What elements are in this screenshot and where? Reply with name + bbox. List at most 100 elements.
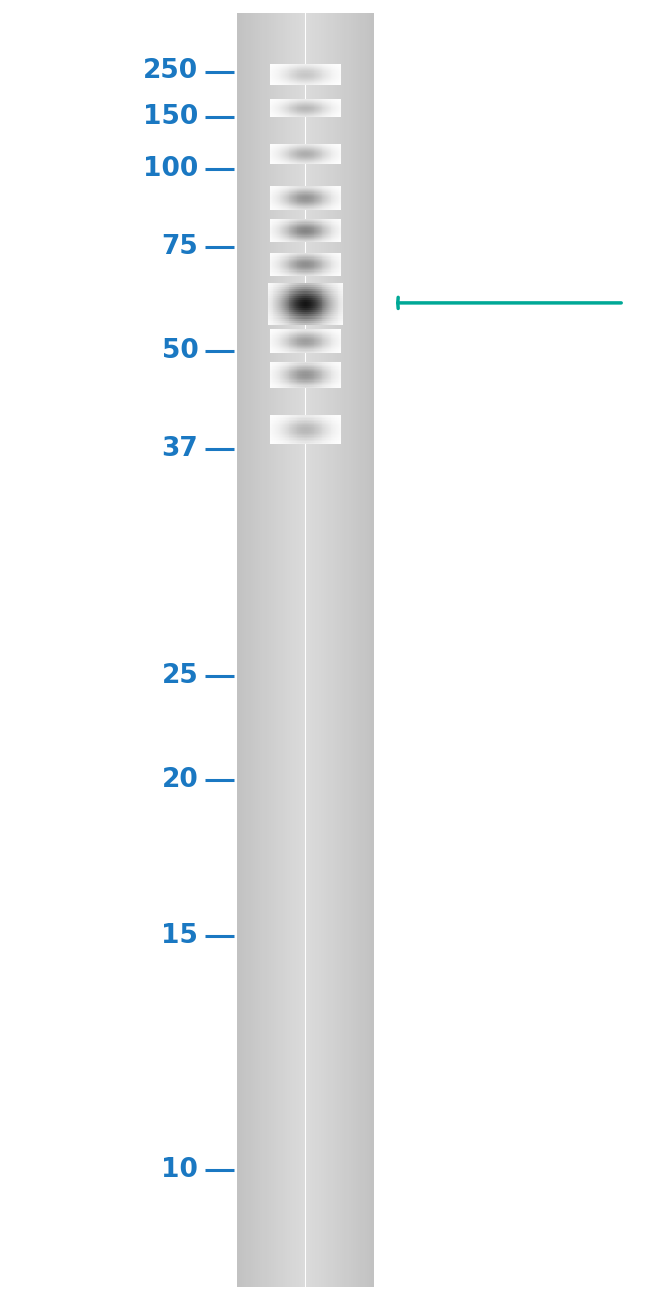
- Bar: [312, 300, 313, 302]
- Bar: [310, 430, 311, 432]
- Bar: [311, 430, 312, 432]
- Bar: [304, 306, 305, 308]
- Bar: [315, 439, 316, 441]
- Bar: [312, 302, 313, 304]
- Bar: [337, 306, 339, 308]
- Bar: [308, 306, 309, 308]
- Bar: [283, 436, 284, 437]
- Bar: [317, 419, 318, 420]
- Bar: [296, 424, 298, 425]
- Bar: [328, 421, 329, 422]
- Bar: [286, 311, 287, 312]
- Bar: [308, 426, 309, 428]
- Bar: [332, 416, 333, 417]
- Bar: [293, 295, 294, 298]
- Bar: [272, 421, 273, 422]
- Bar: [313, 321, 314, 322]
- Bar: [339, 369, 341, 372]
- Bar: [287, 315, 289, 316]
- Bar: [312, 291, 313, 294]
- Bar: [313, 294, 314, 295]
- Bar: [328, 417, 329, 419]
- Bar: [291, 439, 292, 441]
- Bar: [279, 421, 280, 422]
- Bar: [287, 421, 289, 422]
- Bar: [282, 416, 283, 417]
- Bar: [279, 285, 280, 287]
- Bar: [325, 377, 326, 380]
- Bar: [341, 315, 343, 316]
- Bar: [318, 430, 319, 432]
- Bar: [329, 385, 330, 387]
- Bar: [336, 420, 337, 421]
- Bar: [310, 285, 311, 287]
- Bar: [301, 421, 302, 422]
- Bar: [296, 432, 298, 433]
- Bar: [302, 304, 303, 306]
- Bar: [273, 438, 274, 439]
- Bar: [279, 436, 280, 437]
- Bar: [337, 304, 339, 306]
- Bar: [338, 424, 339, 425]
- Bar: [303, 426, 304, 428]
- Bar: [324, 321, 325, 322]
- Bar: [330, 434, 331, 436]
- Bar: [304, 318, 305, 321]
- Bar: [276, 298, 277, 300]
- Bar: [324, 363, 325, 364]
- Bar: [276, 385, 277, 387]
- Bar: [295, 304, 296, 306]
- Bar: [316, 417, 317, 419]
- Bar: [302, 287, 303, 290]
- Bar: [296, 312, 297, 315]
- Bar: [298, 295, 299, 298]
- Bar: [316, 422, 317, 424]
- Bar: [282, 432, 283, 433]
- Bar: [307, 438, 308, 439]
- Bar: [316, 434, 317, 436]
- Bar: [283, 377, 284, 380]
- Bar: [296, 430, 298, 432]
- Bar: [291, 315, 292, 316]
- Bar: [298, 308, 299, 311]
- Bar: [319, 13, 321, 1287]
- Bar: [327, 315, 328, 316]
- Bar: [283, 438, 284, 439]
- Bar: [333, 426, 334, 428]
- Bar: [293, 294, 294, 295]
- Bar: [313, 306, 314, 308]
- Bar: [300, 294, 301, 295]
- Bar: [332, 308, 333, 311]
- Bar: [314, 295, 315, 298]
- Bar: [300, 421, 301, 422]
- Bar: [322, 306, 324, 308]
- Bar: [279, 364, 280, 367]
- Bar: [325, 364, 326, 367]
- Bar: [313, 287, 314, 290]
- Bar: [289, 422, 291, 424]
- Bar: [283, 294, 284, 295]
- Bar: [328, 285, 329, 287]
- Bar: [302, 425, 303, 426]
- Bar: [292, 426, 293, 428]
- Bar: [318, 385, 319, 387]
- Bar: [308, 315, 309, 316]
- Bar: [284, 422, 285, 424]
- Bar: [318, 312, 320, 315]
- Bar: [301, 298, 302, 300]
- Bar: [294, 361, 296, 363]
- Bar: [313, 361, 315, 363]
- Bar: [302, 441, 303, 442]
- Bar: [333, 425, 334, 426]
- Bar: [315, 442, 316, 445]
- Bar: [270, 426, 272, 428]
- Bar: [282, 322, 283, 325]
- Bar: [274, 436, 275, 437]
- Bar: [275, 425, 276, 426]
- Bar: [286, 424, 287, 425]
- Bar: [279, 377, 280, 380]
- Bar: [326, 425, 327, 426]
- Bar: [283, 382, 284, 385]
- Bar: [338, 419, 339, 420]
- Bar: [293, 298, 294, 300]
